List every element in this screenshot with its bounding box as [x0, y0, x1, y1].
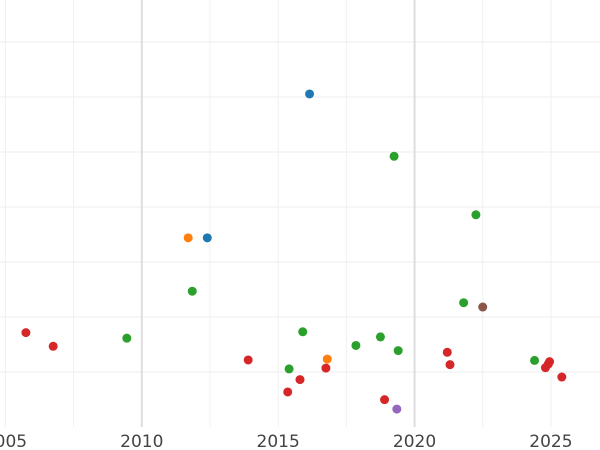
data-point-0	[21, 328, 31, 338]
x-tick-label-2010: 2010	[120, 432, 163, 450]
data-point-12	[321, 363, 331, 373]
data-point-20	[442, 347, 452, 357]
data-point-6	[243, 355, 253, 365]
data-point-1	[48, 341, 58, 351]
data-point-5	[202, 233, 212, 243]
data-point-23	[471, 210, 481, 220]
data-point-19	[393, 346, 403, 356]
data-point-22	[459, 298, 469, 308]
x-tick-label-2025: 2025	[529, 432, 572, 450]
data-point-17	[389, 151, 399, 161]
x-tick-label-2005: 2005	[0, 432, 27, 450]
x-tick-label-2015: 2015	[257, 432, 300, 450]
data-point-18	[392, 404, 402, 414]
data-point-29	[557, 372, 567, 382]
data-point-10	[298, 327, 308, 337]
data-point-13	[322, 354, 332, 364]
x-tick-label-2020: 2020	[393, 432, 436, 450]
data-point-7	[283, 387, 293, 397]
data-point-9	[295, 375, 305, 385]
data-point-4	[187, 286, 197, 296]
data-points	[21, 89, 567, 414]
x-axis-tick-labels: 2005 2010 2015 2020 2025	[0, 432, 573, 450]
data-point-24	[478, 302, 488, 312]
data-point-8	[284, 364, 294, 374]
data-point-16	[380, 395, 390, 405]
data-point-2	[122, 333, 132, 343]
data-point-21	[445, 360, 455, 370]
data-point-28	[545, 357, 555, 367]
data-point-15	[375, 332, 385, 342]
grid-lines	[0, 0, 600, 427]
data-point-11	[305, 89, 315, 99]
data-point-25	[530, 355, 540, 365]
data-point-14	[351, 340, 361, 350]
data-point-3	[183, 233, 193, 243]
